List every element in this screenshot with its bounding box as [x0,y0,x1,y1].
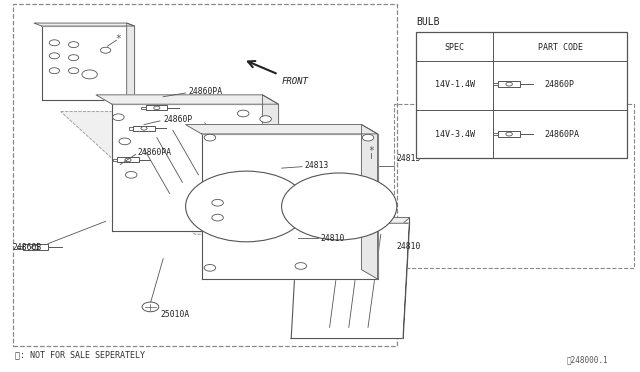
Text: SPEC: SPEC [445,43,465,52]
Circle shape [204,264,216,271]
Circle shape [204,134,216,141]
Polygon shape [202,134,378,279]
FancyBboxPatch shape [118,157,139,163]
Circle shape [295,263,307,269]
Circle shape [125,171,137,178]
FancyBboxPatch shape [129,127,134,129]
Text: FRONT: FRONT [282,77,308,86]
Circle shape [68,68,79,74]
Circle shape [82,70,97,79]
Text: *: * [368,146,374,155]
FancyBboxPatch shape [498,81,520,87]
Text: 24860P: 24860P [163,115,193,124]
FancyBboxPatch shape [134,126,155,131]
Polygon shape [127,23,134,100]
Polygon shape [291,218,410,223]
Text: PART CODE: PART CODE [538,43,582,52]
Circle shape [31,245,39,250]
Text: ※248000.1: ※248000.1 [566,356,608,365]
Text: BULB: BULB [416,17,440,27]
Polygon shape [403,218,410,339]
Circle shape [49,40,60,46]
Text: 24813: 24813 [397,154,421,163]
Polygon shape [96,95,278,104]
Text: 24860PA: 24860PA [189,87,223,96]
Text: 14V-3.4W: 14V-3.4W [435,129,474,138]
Circle shape [68,42,79,48]
Bar [416,32,627,158]
Text: 24860B: 24860B [13,243,42,252]
FancyBboxPatch shape [22,244,48,250]
Text: 24810: 24810 [320,234,344,243]
Circle shape [68,55,79,61]
Text: 25010A: 25010A [160,310,189,319]
Text: *: * [115,34,122,44]
Circle shape [141,126,147,130]
Polygon shape [34,23,134,26]
Circle shape [100,47,111,53]
FancyBboxPatch shape [17,246,22,249]
FancyBboxPatch shape [146,105,167,110]
FancyBboxPatch shape [141,107,146,109]
Polygon shape [186,125,378,134]
Circle shape [154,106,160,110]
Circle shape [186,171,307,242]
Text: 24813: 24813 [304,161,328,170]
Text: 24860PA: 24860PA [544,129,579,138]
Polygon shape [61,112,288,234]
Text: 14V-1.4W: 14V-1.4W [435,80,474,89]
Bar [394,104,634,268]
Bar [13,4,397,346]
Circle shape [282,173,397,240]
Polygon shape [362,125,378,279]
Circle shape [49,53,60,59]
Polygon shape [262,95,278,231]
Circle shape [113,114,124,121]
Text: 24860PA: 24860PA [138,148,172,157]
Circle shape [119,138,131,145]
Polygon shape [112,104,278,231]
Circle shape [362,134,374,141]
FancyBboxPatch shape [493,83,498,86]
Circle shape [237,110,249,117]
Text: 24860P: 24860P [544,80,574,89]
Polygon shape [42,26,134,100]
Text: 24810: 24810 [397,242,421,251]
Circle shape [506,82,513,86]
Text: ※: NOT FOR SALE SEPERATELY: ※: NOT FOR SALE SEPERATELY [15,351,145,360]
Circle shape [263,222,275,228]
FancyBboxPatch shape [113,159,118,161]
Circle shape [125,158,131,162]
Circle shape [49,68,60,74]
FancyBboxPatch shape [493,133,498,135]
FancyBboxPatch shape [498,131,520,137]
Circle shape [212,199,223,206]
Circle shape [260,116,271,122]
Circle shape [142,302,159,312]
Circle shape [212,214,223,221]
Polygon shape [291,223,410,339]
Circle shape [506,132,513,136]
